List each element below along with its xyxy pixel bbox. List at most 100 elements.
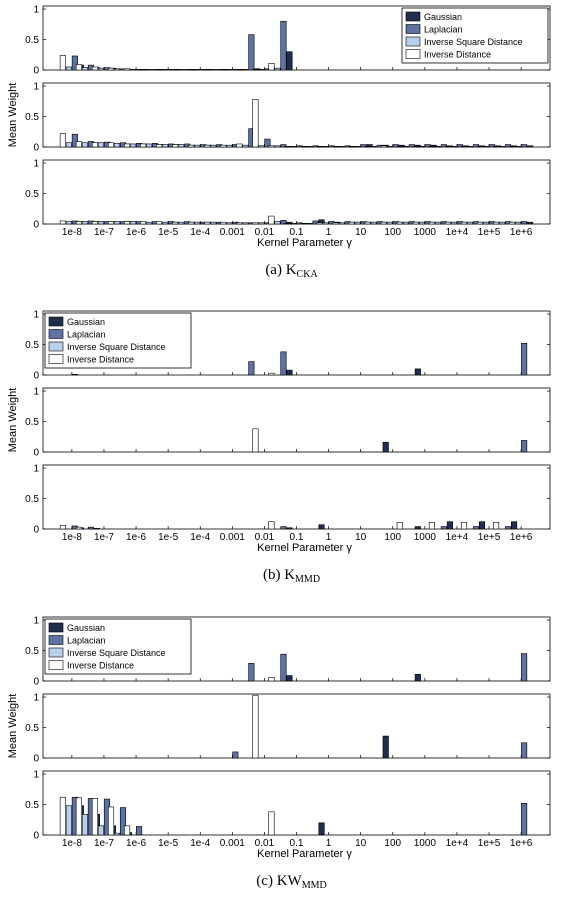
x-tick-label: 1e-6 [126,838,146,849]
bar [460,521,468,530]
bar [124,825,131,836]
y-tick-label: 0 [33,220,39,231]
plot-area [42,82,551,148]
bar [511,521,518,530]
legend-swatch [48,341,64,352]
bar [476,221,484,225]
bar [65,805,72,836]
y-tick-label: 1 [33,616,39,627]
bar [178,221,185,225]
y-tick-label: 0.5 [25,723,39,734]
x-tick-label: 1000 [414,227,437,238]
x-tick-label: 1e-5 [158,227,178,238]
bar [113,221,121,225]
bar [290,146,297,148]
bar [364,221,371,225]
bar [178,144,185,148]
bar [521,440,528,453]
bar [248,663,255,682]
bar [332,146,339,148]
bar [466,221,474,225]
bar [59,796,66,836]
bar [258,145,265,148]
bar [107,806,115,836]
y-tick-label: 0 [33,448,39,459]
bar [242,222,249,225]
bar [274,145,281,148]
x-tick-label: 1e+4 [446,532,469,543]
x-tick-label: 100 [384,532,401,543]
bar [124,68,131,71]
y-tick-label: 1 [33,82,39,93]
bar [97,67,105,71]
bar [312,220,319,225]
bar [493,521,500,530]
bar [505,144,512,148]
bar [140,69,147,71]
x-tick-label: 1e+6 [510,838,533,849]
bar [226,144,233,148]
legend-label: Laplacian [67,330,106,340]
bar [286,369,293,376]
bar [252,99,259,148]
bar [280,220,287,225]
bar [418,221,425,225]
bar [71,374,78,376]
bar [268,521,275,530]
y-tick-label: 1 [33,310,39,321]
bar [258,69,265,71]
bar [280,20,287,71]
x-tick-label: 1e-4 [190,838,210,849]
bar [97,825,105,836]
legend-swatch [48,354,64,364]
legend: Gaussian Laplacian Inverse Square Distance… [44,312,192,369]
x-tick-label: 10 [355,227,367,238]
panel-1-2: 0 0.5 1 1e-8 1e-7 1e-6 1e-5 1e-4 0.001 0.01 0.1 1 10… [25,464,551,543]
bar [65,66,72,71]
bar [75,64,82,71]
bar [81,67,88,71]
y-axis-label: Mean Weight [7,83,19,148]
y-tick-label: 0.5 [25,189,39,200]
x-tick-label: 1e-8 [62,838,82,849]
y-tick-label: 0.5 [25,646,39,657]
x-tick-label: 100 [384,838,401,849]
y-tick-label: 1 [33,5,39,16]
bar [130,221,137,225]
bar [440,526,447,530]
bar [444,221,451,225]
bar [527,145,534,148]
x-tick-label: 1 [326,838,332,849]
bar [499,221,506,225]
y-tick-label: 0.5 [25,494,39,505]
bar [354,221,361,225]
legend-label: Inverse Square Distance [67,648,166,658]
panel-0-0: 0 0.5 1 Gaussian Laplacian Inverse Square Dis… [25,5,551,77]
bar [450,146,457,148]
x-tick-label: 1e+5 [478,838,501,849]
bar [91,66,99,71]
bar [136,826,143,836]
bar [156,69,163,71]
x-axis-label: Kernel Parameter γ [257,237,352,249]
legend-label: Gaussian [67,623,105,633]
bar [97,142,105,148]
bar [527,221,534,225]
bar [348,221,355,225]
bar [248,361,255,376]
bar [364,146,371,148]
y-tick-label: 0.5 [25,800,39,811]
bar [290,223,297,225]
legend-box [44,618,192,675]
bar [268,811,275,836]
bar [382,441,389,453]
bar [440,144,447,148]
bar [414,673,421,682]
x-tick-label: 1e-7 [94,838,114,849]
bar [444,146,451,148]
y-tick-label: 0.5 [25,417,39,428]
bar [482,146,490,148]
legend-swatch [405,24,421,34]
